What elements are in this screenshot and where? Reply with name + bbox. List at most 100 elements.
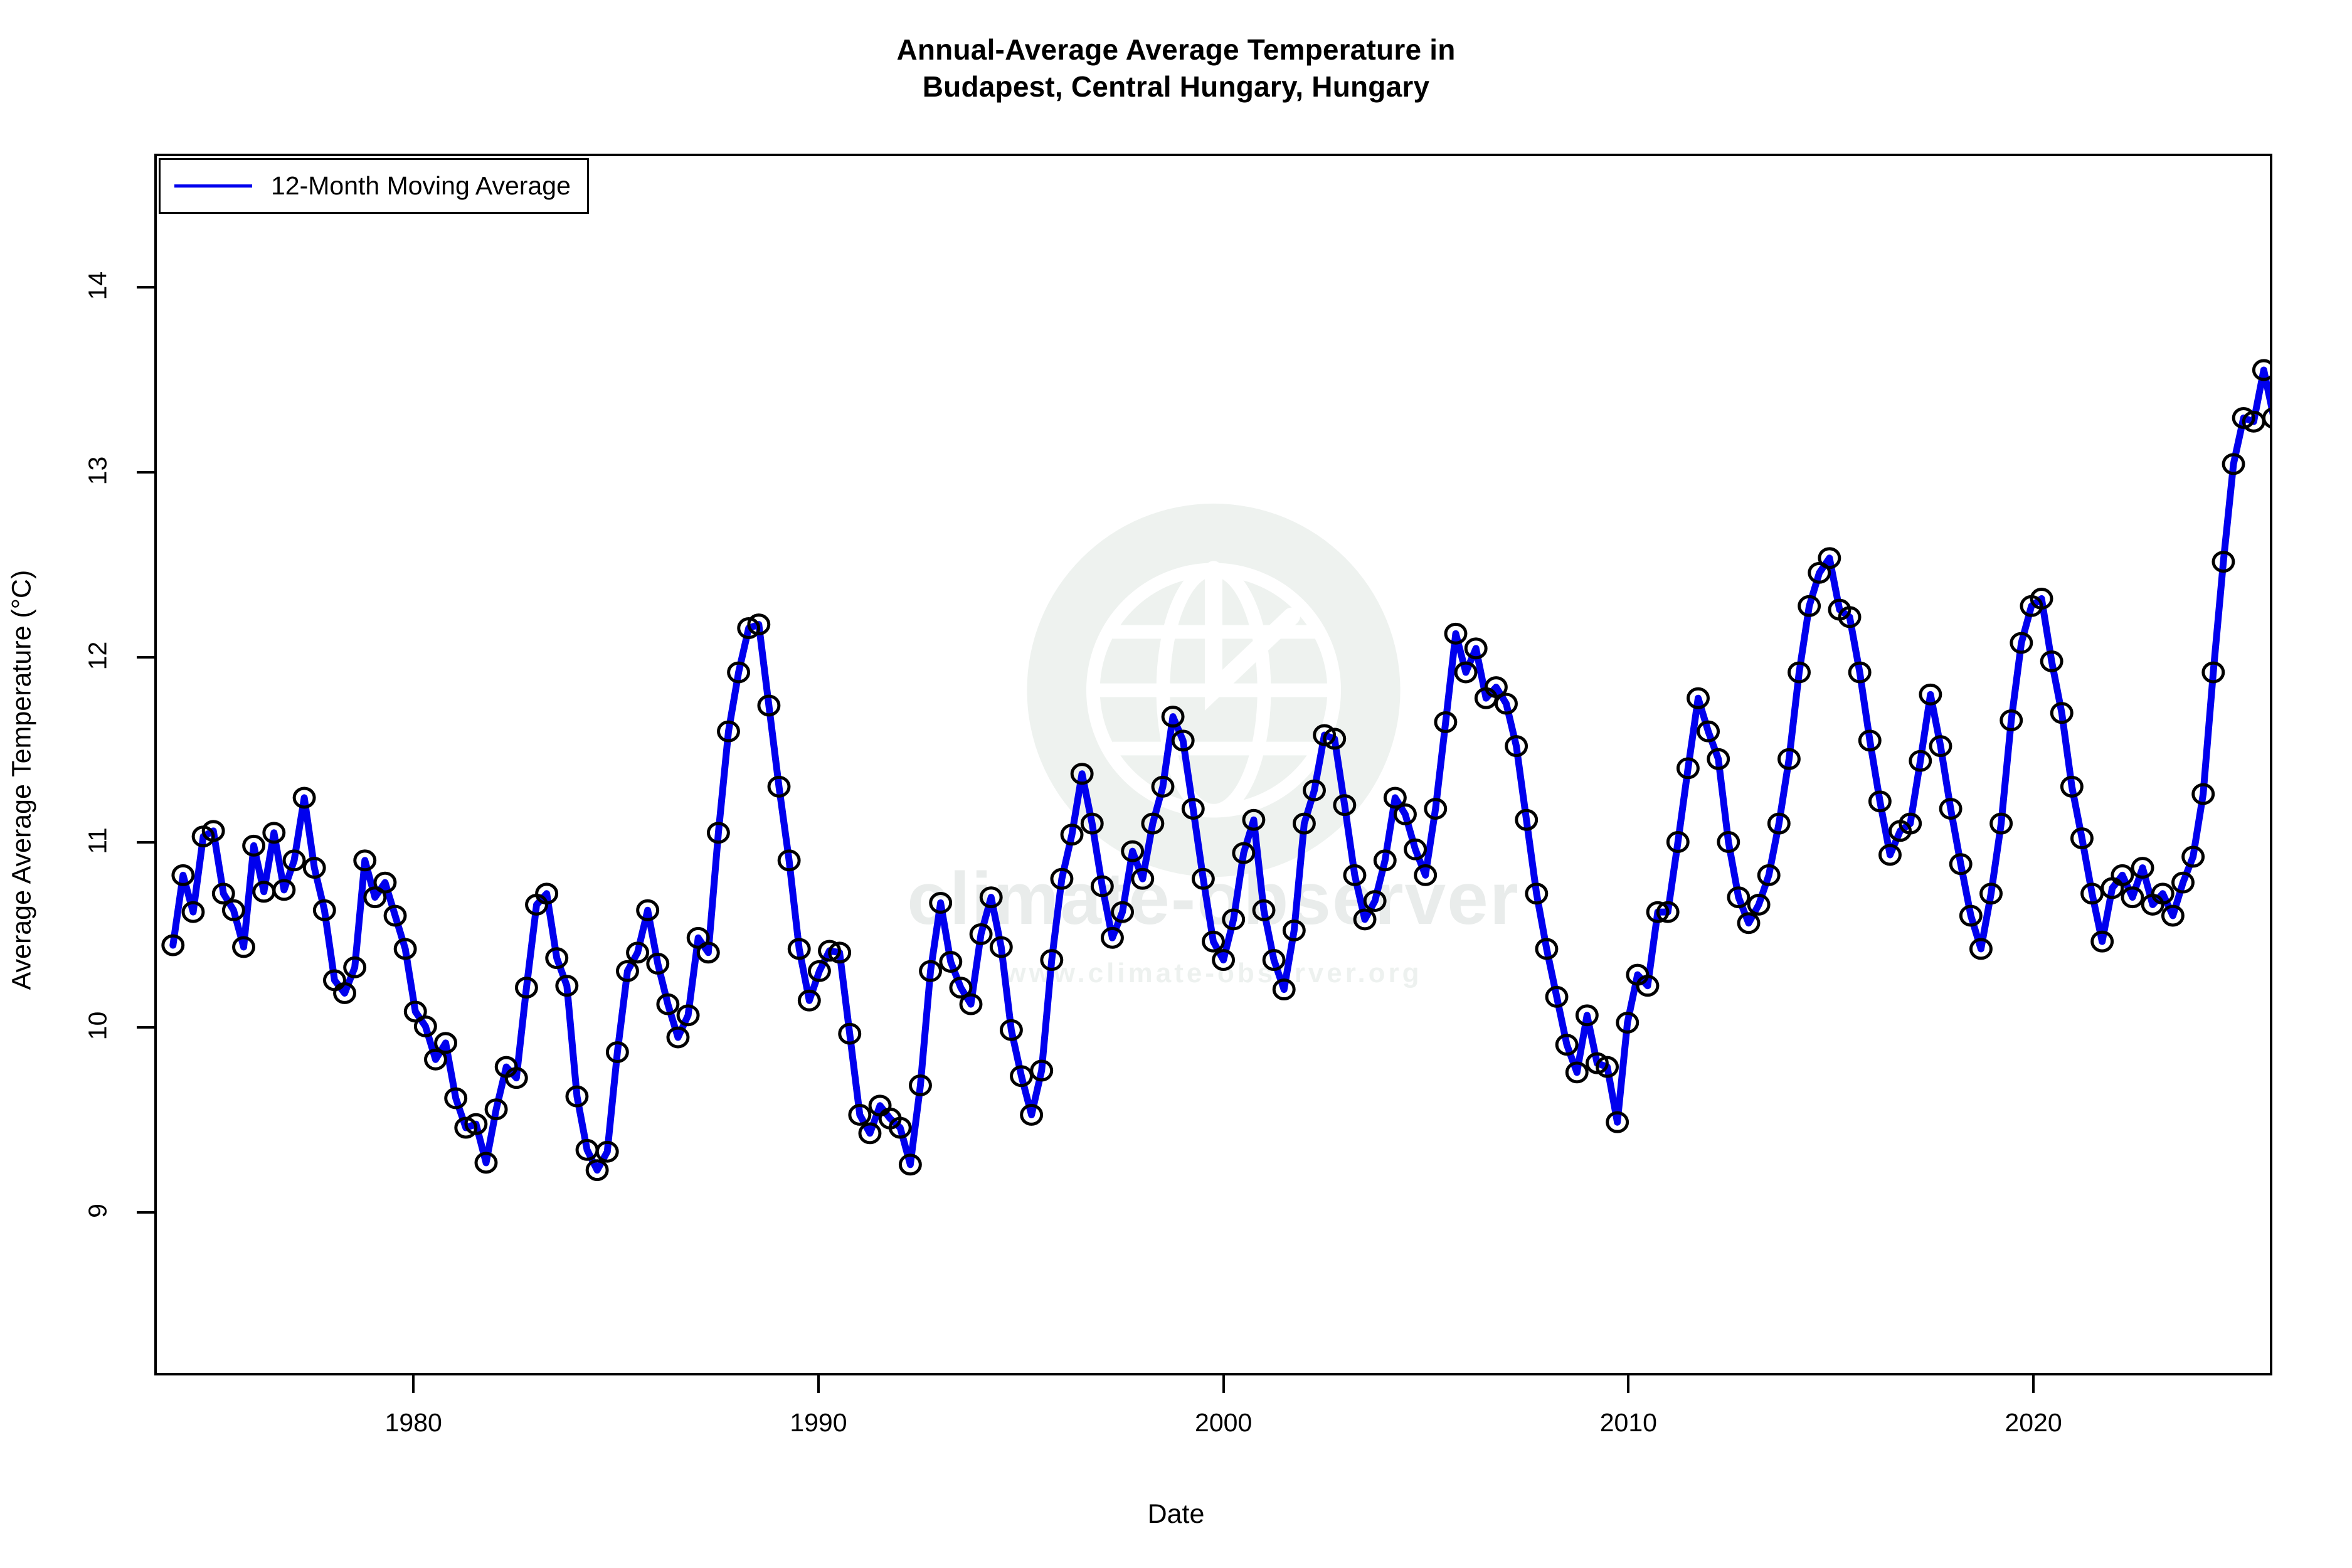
data-point [1656,901,1680,923]
data-point [232,936,255,958]
y-axis-tick-label: 13 [83,456,112,485]
data-point [585,1159,609,1182]
data-point [747,613,771,636]
data-point [636,899,660,921]
x-axis-tick-label: 1980 [384,1408,442,1437]
data-point [888,1116,912,1139]
data-point [929,892,953,914]
data-point [282,849,306,872]
data-point [1676,757,1700,780]
data-point [1313,724,1337,746]
data-point [2040,650,2063,672]
data-point [1181,798,1205,820]
data-point [626,941,650,964]
data-point [767,775,791,798]
data-point [1121,840,1145,862]
data-point [424,1048,447,1071]
data-point [1242,808,1266,831]
data-point [1707,748,1730,770]
data-point [1383,787,1407,809]
data-point [1292,812,1316,835]
data-point [1495,692,1518,715]
y-axis-tick [137,655,154,659]
data-point [1454,661,1478,684]
data-point [1838,606,1862,628]
data-point [262,822,286,844]
data-point [1171,729,1195,752]
data-point [1373,849,1397,872]
data-point [1010,1065,1033,1088]
data-point [2201,661,2225,684]
data-point [1484,676,1508,698]
data-point [2212,551,2235,573]
y-axis-tick-label: 12 [83,641,112,670]
data-point [1151,775,1175,798]
data-point [1444,622,1468,645]
data-point [1363,890,1387,912]
x-axis-tick-label: 1990 [790,1408,847,1437]
data-point [1111,901,1135,923]
data-point [201,820,225,842]
data-point [434,1032,458,1054]
data-point [1030,1059,1054,1082]
x-axis-tick [817,1375,820,1393]
data-point [989,936,1013,958]
data-point [1575,1004,1599,1027]
data-point [1020,1104,1044,1126]
y-axis-tick-label: 10 [83,1011,112,1041]
data-point [959,993,983,1015]
data-point [727,661,751,684]
x-axis-tick [412,1375,415,1393]
data-point [1767,812,1791,835]
data-point [1232,842,1256,864]
data-point [555,975,579,997]
data-point [737,617,761,639]
data-point [2151,882,2175,905]
data-point [1788,661,1811,684]
data-point [2111,864,2134,886]
data-point [2010,632,2033,654]
data-point [2232,406,2255,429]
data-point [1596,1056,1619,1078]
data-point [474,1152,498,1174]
plot-area: climate-observer www.climate-observer.or… [154,154,2272,1375]
data-point [1717,831,1740,853]
series-markers [161,359,2270,1182]
data-point [1646,901,1670,923]
data-point [1878,844,1902,866]
data-point [2131,857,2154,879]
data-point [757,694,781,717]
data-point [1929,735,1952,758]
data-point [909,1074,932,1096]
x-axis-tick-label: 2000 [1195,1408,1253,1437]
data-point [616,960,639,982]
data-point [312,899,336,921]
y-axis-label: Average Average Temperature (°C) [6,569,37,990]
data-point [343,956,367,978]
data-series-canvas [161,359,2270,1182]
data-point [292,787,316,809]
data-point [1666,831,1690,853]
data-point [2060,775,2084,798]
data-point [1323,728,1347,750]
data-point [1565,1061,1589,1084]
data-point [1899,812,1922,835]
data-point [1212,949,1236,972]
data-point [1525,882,1549,905]
data-point [1535,938,1559,960]
data-point [1616,1012,1640,1034]
legend-label: 12-Month Moving Average [271,171,571,200]
data-point [838,1022,862,1045]
chart-title-line-1: Annual-Average Average Temperature in [896,33,1456,66]
data-point [1727,886,1751,909]
series-line [169,366,2270,1174]
data-point [484,1098,508,1121]
data-point [999,1019,1023,1041]
data-point [2252,359,2270,381]
chart-legend[interactable]: 12-Month Moving Average [159,158,589,214]
y-axis-tick [137,470,154,474]
data-point [1424,798,1448,820]
data-point [969,923,993,945]
data-point [1303,779,1326,802]
data-point [787,938,811,960]
